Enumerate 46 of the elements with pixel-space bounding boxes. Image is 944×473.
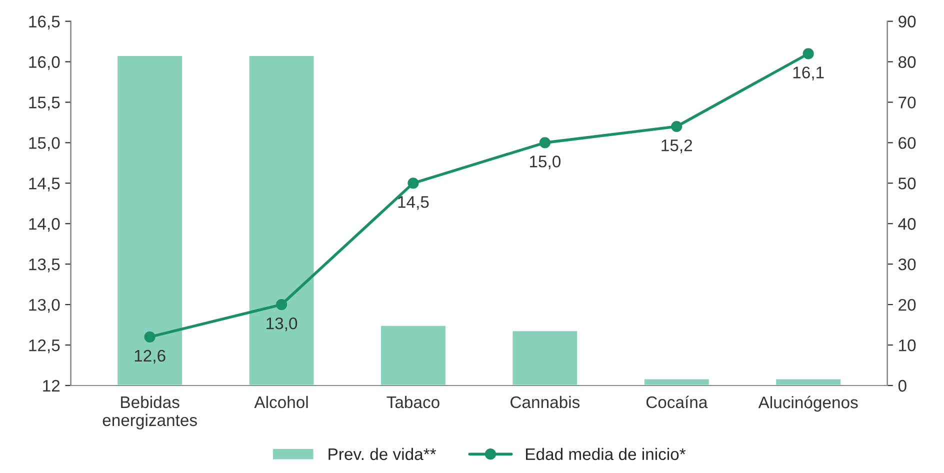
data-label: 14,5: [398, 196, 429, 210]
point: [539, 137, 550, 148]
y2-tick-label: 40: [898, 218, 916, 230]
legend-label: Prev. de vida**: [328, 448, 436, 460]
bar: [511, 330, 579, 386]
x-tick-label: Cannabis: [510, 396, 580, 408]
y2-tick-label: 20: [898, 298, 916, 311]
y-tick-label: 16,0: [29, 56, 60, 70]
y2-tick-label: 70: [898, 96, 916, 108]
y-tick-label: 16,5: [29, 16, 60, 30]
bar: [643, 378, 710, 386]
y-tick-label: 15,5: [29, 96, 60, 110]
y2-tick-label: 0: [898, 380, 906, 392]
y2-tick-label: 10: [899, 339, 916, 352]
x-tick-label: Tabaco: [386, 396, 440, 408]
y-tick-label: 13,0: [29, 298, 60, 313]
y-tick-label: 13,5: [29, 258, 60, 272]
point: [408, 178, 419, 189]
x-tick-label: Alucinógenos: [758, 396, 858, 412]
point: [144, 331, 156, 342]
point: [276, 299, 288, 310]
y-tick-label: 14,0: [29, 218, 60, 232]
y2-tick-label: 80: [898, 56, 916, 68]
y2-tick-label: 50: [898, 178, 916, 190]
x-tick-label: Bebidas energizantes: [102, 396, 197, 430]
y-tick-label: 12,5: [29, 339, 60, 354]
y-tick-label: 15,0: [29, 137, 60, 151]
bar: [774, 378, 842, 386]
point: [671, 120, 682, 132]
bar: [380, 324, 447, 386]
x-tick-label: Alcohol: [254, 396, 308, 408]
data-label: 13,0: [266, 318, 298, 332]
data-label: 16,1: [793, 66, 824, 80]
bar: [248, 54, 316, 386]
y2-tick-label: 60: [898, 137, 916, 149]
x-tick-label: Cocaína: [646, 396, 708, 408]
y2-tick-label: 30: [898, 258, 916, 270]
y-tick-label: 12: [43, 380, 60, 392]
data-label: 15,2: [662, 139, 692, 154]
legend-label: Edad media de inicio*: [526, 448, 686, 460]
point: [802, 48, 814, 60]
data-label: 15,0: [530, 156, 560, 170]
y-tick-label: 14,5: [29, 178, 60, 192]
y2-tick-label: 90: [898, 16, 916, 28]
bar: [116, 54, 184, 386]
data-label: 12,6: [134, 350, 166, 364]
